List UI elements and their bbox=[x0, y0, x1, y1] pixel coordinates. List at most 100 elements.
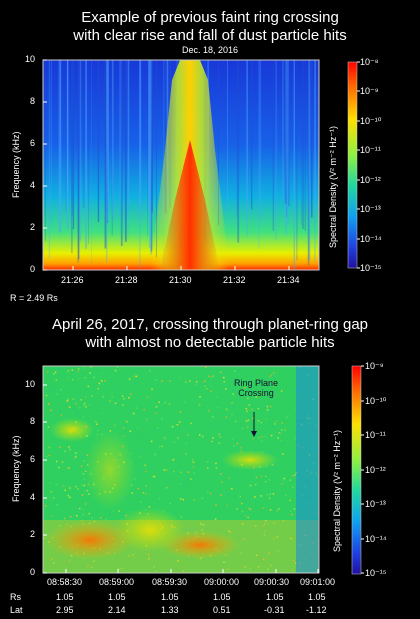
bottom-speckle bbox=[202, 524, 205, 526]
top-stripe bbox=[71, 60, 73, 216]
top-dust-core bbox=[160, 140, 220, 270]
bottom-speckle bbox=[89, 372, 91, 374]
bottom-speckle bbox=[270, 411, 273, 413]
top-subtitle: Dec. 18, 2016 bbox=[181, 45, 239, 55]
bottom-title-line2: with almost no detectable particle hits bbox=[85, 334, 335, 351]
bottom-speckle bbox=[66, 377, 69, 379]
bottom-speckle bbox=[289, 540, 291, 542]
bottom-speckle bbox=[245, 408, 248, 410]
bottom-speckle bbox=[90, 375, 93, 378]
bottom-speckle bbox=[165, 487, 168, 489]
bottom-speckle bbox=[292, 559, 295, 562]
bottom-speckle bbox=[260, 495, 262, 497]
bottom-speckle bbox=[269, 380, 271, 382]
top-stripe bbox=[147, 60, 148, 237]
bottom-speckle bbox=[78, 397, 81, 399]
top-stripe bbox=[236, 60, 238, 218]
top-stripe bbox=[304, 60, 306, 231]
bottom-speckle bbox=[143, 432, 146, 435]
bottom-speckle bbox=[247, 516, 249, 519]
bottom-speckle bbox=[237, 568, 240, 570]
bottom-speckle bbox=[156, 563, 159, 565]
bottom-speckle bbox=[67, 370, 70, 372]
bottom-speckle bbox=[161, 445, 163, 448]
top-cb-tick-6: 10⁻¹⁴ bbox=[360, 234, 382, 244]
ephem-label-rs: Rs bbox=[10, 592, 21, 602]
bottom-speckle bbox=[208, 375, 210, 377]
bottom-speckle bbox=[92, 560, 95, 562]
top-stripe bbox=[139, 60, 141, 269]
top-stripe bbox=[288, 60, 290, 206]
bottom-speckle bbox=[122, 404, 124, 406]
bottom-speckle bbox=[187, 468, 190, 471]
bottom-speckle bbox=[193, 472, 195, 474]
bottom-cb-tick-2: 10⁻¹¹ bbox=[365, 430, 386, 440]
bottom-speckle bbox=[246, 426, 249, 429]
bottom-speckle bbox=[115, 404, 117, 406]
bottom-speckle bbox=[124, 423, 127, 426]
bottom-speckle bbox=[177, 395, 179, 398]
bottom-speckle bbox=[201, 435, 204, 438]
bottom-speckle bbox=[248, 507, 250, 510]
bottom-speckle bbox=[218, 442, 221, 444]
bottom-speckle bbox=[223, 376, 225, 379]
bottom-speckle bbox=[220, 432, 222, 435]
bottom-speckle bbox=[289, 479, 292, 481]
bottom-ytick-8: 8 bbox=[30, 416, 36, 426]
top-stripe bbox=[111, 60, 114, 218]
bottom-speckle bbox=[82, 473, 85, 475]
bottom-speckle bbox=[75, 485, 77, 488]
bottom-speckle bbox=[280, 429, 283, 431]
ephem-rs-5: 1.05 bbox=[266, 592, 284, 602]
bottom-speckle bbox=[207, 491, 209, 493]
bottom-speckle bbox=[185, 442, 188, 444]
bottom-speckle bbox=[135, 375, 138, 378]
top-stripe bbox=[77, 60, 80, 260]
bottom-speckle bbox=[49, 482, 52, 484]
top-stripe bbox=[139, 60, 141, 212]
bottom-speckle bbox=[77, 506, 79, 508]
bottom-speckle bbox=[252, 437, 254, 440]
top-stripe bbox=[106, 60, 108, 212]
bottom-speckle bbox=[273, 425, 275, 428]
bottom-speckle bbox=[47, 426, 50, 428]
top-stripe bbox=[79, 60, 82, 242]
bottom-speckle bbox=[53, 373, 55, 375]
bottom-speckle bbox=[114, 402, 117, 405]
bottom-speckle bbox=[77, 370, 80, 373]
bottom-speckle bbox=[75, 455, 77, 458]
bottom-speckle bbox=[48, 403, 50, 405]
ephem-lat-1: 2.95 bbox=[56, 605, 74, 615]
bottom-speckle bbox=[165, 469, 168, 471]
bottom-cb-tick-5: 10⁻¹⁴ bbox=[365, 534, 387, 544]
bottom-speckle bbox=[177, 560, 179, 562]
bottom-speckle bbox=[60, 414, 63, 417]
bottom-speckle bbox=[266, 409, 269, 411]
bottom-speckle bbox=[187, 471, 190, 473]
bottom-speckle bbox=[126, 420, 128, 423]
top-stripe bbox=[106, 60, 108, 224]
bottom-speckle bbox=[226, 568, 229, 570]
bottom-speckle bbox=[114, 369, 117, 372]
bottom-speckle bbox=[178, 421, 181, 423]
top-stripe bbox=[314, 60, 316, 262]
top-stripe bbox=[284, 60, 287, 204]
top-ytick-0: 0 bbox=[30, 264, 36, 274]
bottom-speckle bbox=[274, 423, 276, 425]
bottom-speckle bbox=[179, 498, 182, 500]
bottom-speckle bbox=[215, 467, 218, 469]
top-stripe bbox=[88, 60, 89, 244]
bottom-speckle bbox=[252, 367, 254, 369]
bottom-speckle bbox=[69, 486, 71, 489]
bottom-speckle bbox=[50, 409, 52, 412]
ephem-rs-1: 1.05 bbox=[56, 592, 74, 602]
bottom-speckle bbox=[83, 402, 86, 404]
top-stripe bbox=[150, 60, 153, 252]
bottom-speckle bbox=[264, 480, 267, 483]
bottom-speckle bbox=[258, 557, 261, 559]
bottom-speckle bbox=[268, 552, 270, 554]
top-stripe bbox=[65, 60, 67, 213]
bottom-speckle bbox=[284, 429, 286, 431]
bottom-speckle bbox=[273, 522, 275, 524]
bottom-blob-3 bbox=[115, 508, 185, 552]
